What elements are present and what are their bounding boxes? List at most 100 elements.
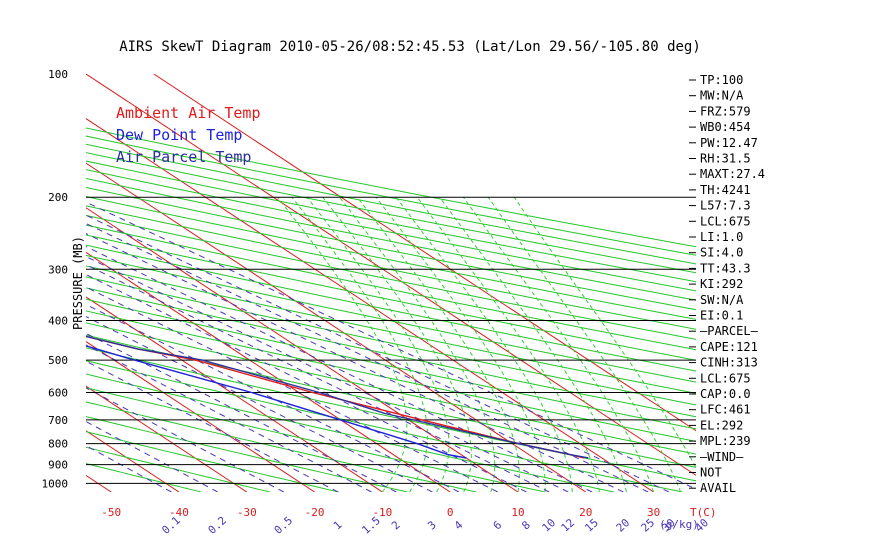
- stat-label: LFC:461: [700, 403, 751, 417]
- dry-adiabat-line: [86, 310, 696, 442]
- stat-label: CINH:313: [700, 356, 758, 370]
- series-line: [86, 335, 585, 459]
- dry-adiabat-line: [86, 387, 546, 492]
- isotherm-line: [86, 385, 248, 492]
- mixing-ratio-line: [86, 222, 649, 492]
- mixing-ratio-tick-label: 4: [452, 518, 466, 532]
- bottom-temp-tick-label: 10: [511, 506, 524, 519]
- stat-label: EL:292: [700, 418, 743, 432]
- legend-entry: Dew Point Temp: [116, 126, 242, 144]
- stat-label: L57:7.3: [700, 199, 751, 213]
- stat-label: CAP:0.0: [700, 387, 751, 401]
- stat-label: MW:N/A: [700, 89, 744, 103]
- mixing-ratio-tick-label: 10: [540, 516, 559, 535]
- mixing-ratio-tick-label: 6: [491, 518, 505, 532]
- dry-adiabat-line: [86, 160, 696, 283]
- moist-adiabat-lines: [277, 196, 696, 492]
- moist-adiabat-line: [395, 196, 573, 492]
- series-line: [86, 335, 589, 459]
- mixing-ratio-line: [86, 286, 499, 492]
- mixing-ratio-tick-label: 0.5: [272, 514, 295, 537]
- pressure-tick-label: 200: [48, 191, 68, 204]
- dry-adiabat-line: [86, 135, 696, 256]
- dry-adiabat-line: [86, 431, 339, 492]
- dry-adiabat-line: [86, 169, 696, 292]
- stat-label: TP:100: [700, 73, 743, 87]
- moist-adiabat-line: [277, 196, 408, 492]
- series-line: [86, 345, 467, 459]
- dry-adiabat-line: [86, 177, 696, 301]
- dry-adiabat-line: [86, 334, 696, 468]
- dry-adiabat-line: [86, 416, 408, 492]
- legend-entry: Ambient Air Temp: [116, 104, 261, 122]
- stat-label: LI:1.0: [700, 230, 743, 244]
- mixing-ratio-line: [86, 316, 433, 492]
- dry-adiabat-line: [86, 205, 696, 330]
- bottom-temp-tick-label: -50: [101, 506, 121, 519]
- mixing-ratio-tick-label: 1: [331, 518, 345, 532]
- dry-adiabat-line: [86, 143, 696, 265]
- moist-adiabat-line: [439, 196, 627, 492]
- stat-label: KI:292: [700, 277, 743, 291]
- stat-label: LCL:675: [700, 214, 751, 228]
- bottom-temp-tick-label: 0: [447, 506, 454, 519]
- bottom-temp-tick-label: -30: [237, 506, 257, 519]
- stat-label: MAXT:27.4: [700, 167, 765, 181]
- moist-adiabat-line: [487, 196, 682, 492]
- mixing-ratio-tick-label: 2: [389, 518, 403, 532]
- dry-adiabat-line: [86, 287, 696, 418]
- legend-entry: Air Parcel Temp: [116, 148, 251, 166]
- moist-adiabat-line: [375, 196, 546, 492]
- stat-label: LCL:675: [700, 371, 751, 385]
- stat-label: CAPE:121: [700, 340, 758, 354]
- moist-adiabat-line: [462, 196, 655, 492]
- stat-label: TT:43.3: [700, 261, 751, 275]
- mixing-ratio-tick-label: 8: [519, 518, 533, 532]
- y-axis-label: PRESSURE (MB): [71, 236, 85, 330]
- isotherm-line: [86, 296, 383, 492]
- stat-label: WB0:454: [700, 120, 751, 134]
- dry-adiabat-line: [86, 446, 271, 492]
- bottom-temp-tick-label: -40: [169, 506, 189, 519]
- dry-adiabat-line: [86, 276, 696, 406]
- stat-label: —WIND—: [700, 450, 744, 464]
- legend: Ambient Air Temp Dew Point Temp Air Parcel…: [116, 104, 261, 166]
- bottom-temp-tick-label: -10: [372, 506, 392, 519]
- mixing-ratio-line: [86, 214, 670, 492]
- isotherm-line: [86, 207, 519, 492]
- dry-adiabat-line: [86, 265, 696, 394]
- isotherm-line: [86, 474, 112, 492]
- stat-label: EI:0.1: [700, 309, 743, 323]
- stat-label: TH:4241: [700, 183, 751, 197]
- stat-label: PW:12.47: [700, 136, 758, 150]
- mixing-ratio-unit-label: (g/kg): [659, 518, 699, 531]
- stat-label: SI:4.0: [700, 246, 743, 260]
- bottom-temp-tick-label: 20: [579, 506, 592, 519]
- stat-label: SW:N/A: [700, 293, 744, 307]
- mixing-ratio-line: [86, 201, 696, 490]
- stat-label: AVAIL: [700, 481, 736, 495]
- dry-adiabat-line: [86, 127, 696, 248]
- pressure-tick-label: 400: [48, 314, 68, 327]
- stat-label: MPL:239: [700, 434, 751, 448]
- dry-adiabat-line: [86, 298, 696, 430]
- mixing-ratio-line: [86, 273, 527, 492]
- mixing-ratio-tick-label: 0.2: [206, 514, 229, 537]
- dry-adiabat-line: [86, 224, 696, 351]
- pressure-tick-label: 600: [48, 387, 68, 400]
- mixing-ratio-line: [86, 303, 460, 492]
- mixing-ratio-tick-label: 20: [614, 516, 633, 535]
- pressure-tick-label: 800: [48, 438, 68, 451]
- pressure-tick-label: 100: [48, 68, 68, 81]
- isotherm-line: [153, 74, 696, 432]
- moist-adiabat-line: [513, 196, 696, 469]
- dry-adiabat-line: [86, 186, 696, 311]
- mixing-ratio-tick-label: 3: [425, 518, 439, 532]
- dry-adiabat-line: [86, 196, 696, 320]
- moist-adiabat-line: [322, 196, 472, 492]
- mixing-ratio-line: [86, 246, 593, 492]
- isotherm-line: [0, 74, 43, 492]
- mixing-ratio-lines: [86, 201, 696, 492]
